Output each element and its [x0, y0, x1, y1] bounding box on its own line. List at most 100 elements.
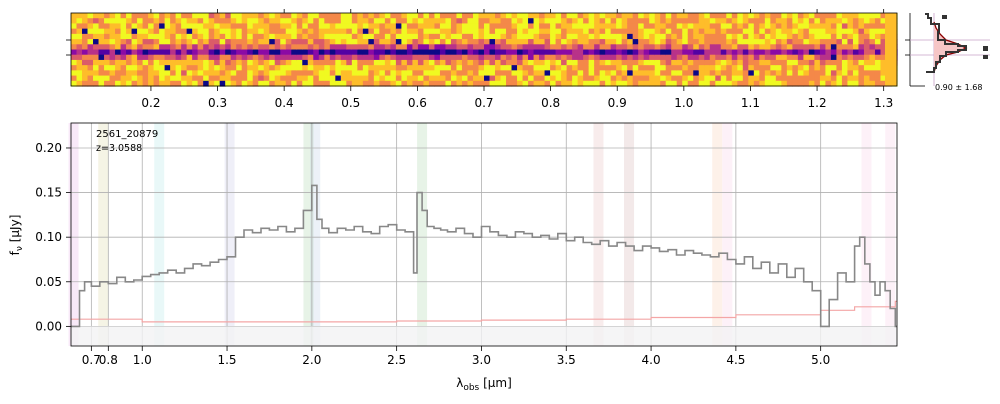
- heatmap-cell: [467, 80, 474, 87]
- heatmap-cell: [373, 33, 380, 40]
- heatmap-cell: [880, 39, 887, 45]
- heatmap-cell: [126, 59, 133, 66]
- heatmap-cell: [357, 70, 364, 77]
- heatmap-cell: [561, 13, 568, 19]
- heatmap-cell: [439, 59, 447, 66]
- heatmap-cell: [274, 54, 281, 61]
- heatmap-cell: [247, 59, 254, 66]
- heatmap-cell: [836, 75, 843, 82]
- heatmap-cell: [533, 59, 540, 66]
- heatmap-cell: [561, 65, 568, 71]
- heatmap-cell: [715, 49, 722, 56]
- heatmap-cell: [313, 65, 320, 71]
- heatmap-cell: [384, 28, 391, 35]
- heatmap-cell: [555, 65, 562, 71]
- heatmap-cell: [109, 54, 116, 61]
- heatmap-cell: [764, 44, 771, 51]
- heatmap-xtick-label: 1.2: [808, 96, 827, 110]
- heatmap-cell: [225, 23, 232, 30]
- heatmap-cell: [539, 54, 546, 61]
- heatmap-cell: [808, 13, 815, 19]
- heatmap-cell: [285, 28, 292, 35]
- heatmap-cell: [230, 33, 237, 40]
- heatmap-cell: [461, 80, 469, 87]
- heatmap-cell: [649, 80, 656, 87]
- heatmap-cell: [307, 44, 314, 51]
- heatmap-cell: [109, 70, 116, 77]
- heatmap-cell: [577, 70, 584, 77]
- heatmap-cell: [434, 44, 441, 51]
- heatmap-cell: [87, 49, 94, 56]
- heatmap-cell: [445, 39, 452, 45]
- heatmap-cell: [181, 44, 188, 51]
- heatmap-cell: [104, 44, 111, 51]
- heatmap-cell: [197, 39, 204, 45]
- heatmap-cell: [660, 70, 667, 77]
- heatmap-cell: [340, 75, 347, 82]
- heatmap-cell: [225, 54, 232, 61]
- heatmap-cell: [528, 59, 535, 66]
- heatmap-cell: [737, 18, 744, 25]
- heatmap-cell: [687, 49, 694, 56]
- heatmap-cell: [654, 80, 661, 87]
- heatmap-cell: [759, 75, 766, 82]
- heatmap-cell: [335, 80, 342, 87]
- heatmap-cell: [709, 65, 716, 71]
- heatmap-cell: [825, 54, 832, 61]
- heatmap-cell: [825, 44, 832, 51]
- object-id-label: 2561_20879: [96, 129, 158, 140]
- heatmap-cell: [825, 39, 832, 45]
- heatmap-cell: [605, 33, 612, 40]
- heatmap-cell: [307, 59, 314, 66]
- heatmap-cell: [698, 54, 705, 61]
- heatmap-cell: [153, 54, 160, 61]
- heatmap-cell: [137, 80, 144, 87]
- heatmap-cell: [225, 59, 232, 66]
- heatmap-cell: [324, 44, 331, 51]
- heatmap-cell: [230, 44, 237, 51]
- heatmap-cell: [318, 59, 325, 66]
- heatmap-cell: [880, 70, 887, 77]
- heatmap-cell: [841, 70, 849, 77]
- heatmap-cell: [285, 75, 292, 82]
- heatmap-cell: [726, 23, 733, 30]
- heatmap-cell: [142, 70, 149, 77]
- heatmap-cell: [192, 70, 199, 77]
- heatmap-cell: [428, 44, 436, 51]
- heatmap-cell: [852, 54, 860, 61]
- heatmap-cell: [792, 44, 799, 51]
- heatmap-cell: [445, 75, 452, 82]
- heatmap-cell: [808, 80, 815, 87]
- heatmap-cell: [230, 18, 237, 25]
- heatmap-cell: [170, 39, 177, 45]
- heatmap-cell: [737, 54, 744, 61]
- heatmap-cell: [489, 54, 496, 61]
- heatmap-cell: [219, 54, 226, 61]
- heatmap-cell: [500, 65, 507, 71]
- heatmap-cell: [214, 39, 221, 45]
- heatmap-cell: [82, 13, 89, 19]
- heatmap-cell: [522, 70, 529, 77]
- heatmap-cell: [340, 23, 347, 30]
- heatmap-cell: [797, 54, 804, 61]
- heatmap-cell: [208, 23, 215, 30]
- heatmap-cell: [164, 75, 171, 82]
- heatmap-cell: [324, 75, 331, 82]
- heatmap-cell: [814, 33, 821, 40]
- heatmap-cell: [131, 13, 138, 19]
- heatmap-cell: [120, 59, 127, 66]
- heatmap-cell: [599, 80, 606, 87]
- heatmap-cell: [357, 33, 364, 40]
- heatmap-cell: [219, 44, 226, 51]
- heatmap-cell: [236, 39, 243, 45]
- heatmap-cell: [236, 28, 243, 35]
- heatmap-cell: [825, 70, 832, 77]
- heatmap-cell: [638, 33, 645, 40]
- heatmap-cell: [164, 70, 171, 77]
- heatmap-edge: [885, 13, 897, 86]
- heatmap-cell: [566, 70, 573, 77]
- heatmap-cell: [225, 75, 232, 82]
- heatmap-cell: [115, 44, 122, 51]
- heatmap-cell: [98, 59, 105, 66]
- heatmap-cell: [390, 23, 397, 30]
